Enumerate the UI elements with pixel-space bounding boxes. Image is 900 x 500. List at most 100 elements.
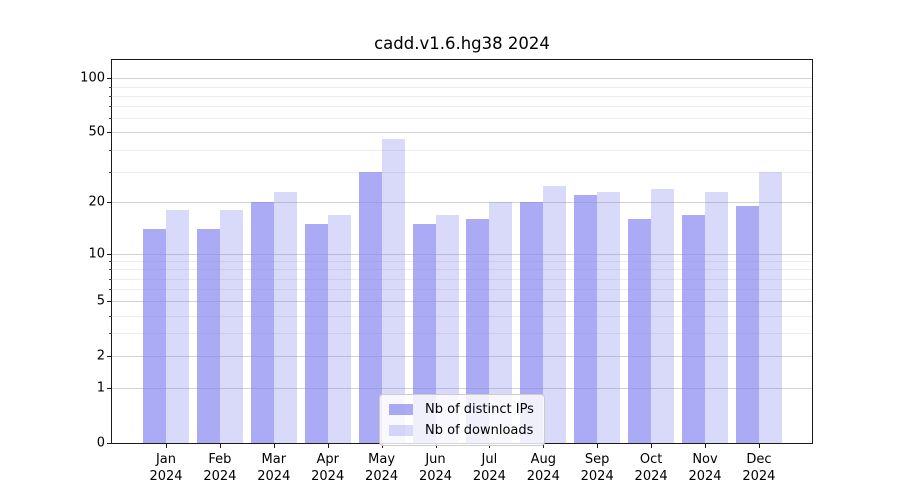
y-axis-tick-label: 5 xyxy=(96,293,105,309)
bar-jul-distinct-ips xyxy=(466,219,490,443)
minor-gridline xyxy=(112,269,812,271)
bar-jun-downloads xyxy=(435,214,459,443)
bar-oct-downloads xyxy=(651,188,675,443)
bar-may-distinct-ips xyxy=(358,171,382,443)
x-axis-tick xyxy=(219,443,221,448)
major-gridline xyxy=(112,253,812,255)
y-axis-tick-label: 10 xyxy=(88,246,105,261)
x-axis-tick-label-mar: Mar 2024 xyxy=(257,452,291,484)
x-axis-tick-label-aug: Aug 2024 xyxy=(526,452,560,484)
plot-area: 0 1 2 5 10 20 50 100 Jan 2024 Feb 2024 Mar 2024 Apr 202… xyxy=(80,59,813,484)
y-axis-tick xyxy=(107,443,112,444)
y-axis-minor-tick xyxy=(109,261,112,262)
x-axis-tick-label-sep: Sep 2024 xyxy=(580,452,614,484)
x-axis-tick-label-may: May 2024 xyxy=(365,452,399,484)
y-axis-tick xyxy=(107,202,112,204)
y-axis-minor-tick xyxy=(109,315,112,317)
y-axis-minor-tick xyxy=(109,278,112,280)
minor-gridline xyxy=(112,95,812,97)
minor-gridline xyxy=(112,289,812,291)
major-gridline xyxy=(112,388,812,390)
y-axis-tick xyxy=(107,356,112,358)
x-axis-tick-label-jul: Jul 2024 xyxy=(472,452,506,484)
bar-aug-distinct-ips xyxy=(520,202,544,443)
x-axis-tick-label-jun: Jun 2024 xyxy=(418,452,453,484)
bar-nov-downloads xyxy=(705,191,728,443)
legend-swatch-distinct-ips xyxy=(389,404,413,415)
bar-apr-downloads xyxy=(327,214,351,443)
y-axis-tick-label: 100 xyxy=(80,70,105,86)
minor-gridline xyxy=(112,171,812,173)
bar-nov-distinct-ips xyxy=(682,214,705,443)
minor-gridline xyxy=(112,149,812,151)
minor-gridline xyxy=(112,106,812,108)
bar-jul-downloads xyxy=(489,202,513,443)
minor-gridline xyxy=(112,333,812,335)
major-gridline xyxy=(112,132,812,134)
y-axis-minor-tick xyxy=(109,95,112,97)
x-axis-tick xyxy=(651,443,653,448)
x-axis-tick-label-dec: Dec 2024 xyxy=(742,452,776,484)
x-axis-tick-label-oct: Oct 2024 xyxy=(634,452,668,484)
y-axis-minor-tick xyxy=(109,269,112,271)
minor-gridline xyxy=(112,315,812,317)
bar-jun-distinct-ips xyxy=(412,223,436,443)
y-axis-minor-tick xyxy=(109,149,112,151)
x-axis-tick xyxy=(543,443,545,448)
x-axis-tick xyxy=(705,443,706,448)
bar-mar-downloads xyxy=(273,191,297,443)
bar-aug-downloads xyxy=(543,185,567,443)
x-axis-tick xyxy=(758,443,760,448)
major-gridline xyxy=(112,301,812,303)
bar-feb-distinct-ips xyxy=(196,229,220,443)
y-axis-tick-label: 50 xyxy=(88,124,105,140)
y-axis-minor-tick xyxy=(109,106,112,108)
legend-swatch-downloads xyxy=(389,425,413,436)
bar-may-downloads xyxy=(381,138,405,443)
legend-label-distinct-ips: Nb of distinct IPs xyxy=(425,402,534,417)
x-axis-tick-label-apr: Apr 2024 xyxy=(311,452,345,484)
minor-gridline xyxy=(112,278,812,280)
bar-jan-distinct-ips xyxy=(143,229,166,443)
x-axis-tick-label-jan: Jan 2024 xyxy=(149,452,183,484)
x-axis-tick xyxy=(166,443,167,448)
major-gridline xyxy=(112,202,812,204)
legend-item-distinct-ips: Nb of distinct IPs xyxy=(389,401,534,418)
major-gridline xyxy=(112,356,812,358)
x-axis-tick xyxy=(273,443,275,448)
y-axis-tick xyxy=(107,78,112,80)
x-axis-tick-label-nov: Nov 2024 xyxy=(688,452,722,484)
x-axis-tick-label-feb: Feb 2024 xyxy=(203,452,237,484)
y-axis-tick xyxy=(107,253,112,255)
bar-mar-distinct-ips xyxy=(250,202,274,443)
y-axis-minor-tick xyxy=(109,333,112,335)
bar-apr-distinct-ips xyxy=(304,223,328,443)
minor-gridline xyxy=(112,261,812,262)
bar-feb-downloads xyxy=(219,210,243,443)
y-axis-tick xyxy=(107,388,112,390)
bar-jan-downloads xyxy=(166,210,189,443)
y-axis-tick-label: 0 xyxy=(96,435,105,451)
chart-title: cadd.v1.6.hg38 2024 xyxy=(374,34,550,53)
bar-oct-distinct-ips xyxy=(628,219,652,443)
y-axis-tick-label: 20 xyxy=(88,194,105,210)
legend-item-downloads: Nb of downloads xyxy=(389,422,534,439)
y-axis-tick xyxy=(107,301,112,303)
bar-sep-downloads xyxy=(597,191,621,443)
bar-dec-distinct-ips xyxy=(735,206,759,443)
y-axis-tick-label: 1 xyxy=(96,380,105,396)
legend-label-downloads: Nb of downloads xyxy=(425,423,534,438)
x-axis-tick xyxy=(597,443,599,448)
x-axis-tick xyxy=(327,443,329,448)
y-axis-minor-tick xyxy=(109,86,112,88)
y-axis-tick-label: 2 xyxy=(96,348,105,364)
y-axis-minor-tick xyxy=(109,118,112,120)
y-axis-minor-tick xyxy=(109,289,112,291)
minor-gridline xyxy=(112,86,812,88)
y-axis-minor-tick xyxy=(109,171,112,173)
legend: Nb of distinct IPs Nb of downloads xyxy=(379,394,545,446)
y-axis-tick xyxy=(107,132,112,134)
bar-sep-distinct-ips xyxy=(574,195,598,443)
minor-gridline xyxy=(112,118,812,120)
